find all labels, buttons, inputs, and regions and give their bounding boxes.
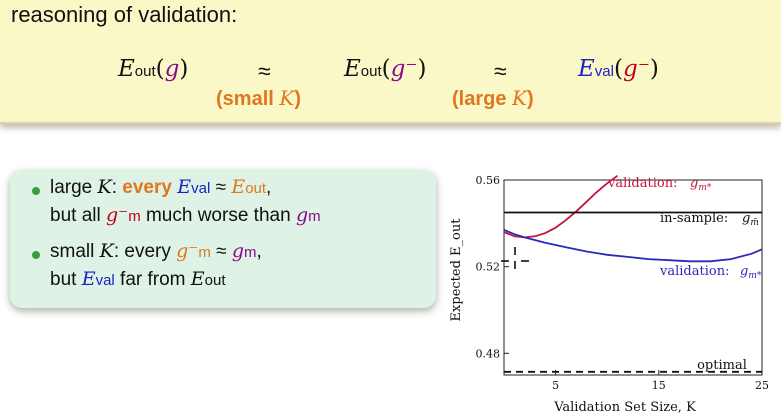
label-validation: validation: xyxy=(659,264,729,279)
large-k-note: (large K) xyxy=(452,86,534,110)
y-axis-label-text: Expected E_out xyxy=(449,218,464,322)
plot-axes-box xyxy=(503,179,763,376)
approx-symbol-1: ≈ xyxy=(258,58,271,84)
eout-gminus-term: Eout(g⁻) xyxy=(344,56,427,82)
eout-g-term: Eout(g) xyxy=(118,56,189,82)
label-validation-minus-g: gm* xyxy=(690,176,712,193)
y-tick-label: 0.48 xyxy=(476,347,501,360)
small-k-note: (small K) xyxy=(216,86,301,110)
bullet-dot-1 xyxy=(32,187,40,195)
bullet-1-line-1: large K: every Eval ≈ Eout, xyxy=(50,176,272,198)
label-validation-g: gm* xyxy=(740,264,762,281)
y-tick-label: 0.56 xyxy=(476,174,501,187)
heading-text: reasoning of validation: xyxy=(11,2,238,27)
plot-series xyxy=(503,174,763,373)
x-tick-label: 5 xyxy=(552,379,559,392)
x-axis-label: Validation Set Size, K xyxy=(553,400,696,415)
bullet-2-line-2: but Eval far from Eout xyxy=(50,268,226,290)
bullet-box: large K: every Eval ≈ Eout, but all g⁻m … xyxy=(10,170,436,308)
y-tick-label: 0.52 xyxy=(476,261,501,274)
plot-frame xyxy=(503,179,763,376)
eval-gminus-term: Eval(g⁻) xyxy=(578,56,659,82)
bullet-1-line-2: but all g⁻m much worse than gm xyxy=(50,204,321,226)
series-line-2 xyxy=(503,228,763,263)
label-in-sample: in-sample: xyxy=(660,211,728,226)
approx-symbol-2: ≈ xyxy=(494,58,507,84)
bullet-dot-2 xyxy=(32,251,40,259)
crosshair-cursor-icon xyxy=(501,247,529,269)
summary-box: reasoning of validation: Eout(g) ≈ Eout(… xyxy=(0,0,781,124)
series-line-0 xyxy=(503,174,619,239)
bullet-2-line-1: small K: every g⁻m ≈ gm, xyxy=(50,240,262,262)
label-validation-minus: validation: xyxy=(607,176,677,191)
x-tick-label: 25 xyxy=(755,379,769,392)
y-axis-label: Expected E_out xyxy=(449,218,464,322)
plot-ticks: 5 15 25 0.48 0.52 0.56 xyxy=(476,174,770,392)
label-optimal: optimal xyxy=(697,358,747,373)
x-tick-label: 15 xyxy=(652,379,666,392)
label-in-sample-g: gm̃ xyxy=(742,211,759,228)
validation-error-chart: 5 15 25 0.48 0.52 0.56 Expected E_out Validat… xyxy=(449,174,770,415)
